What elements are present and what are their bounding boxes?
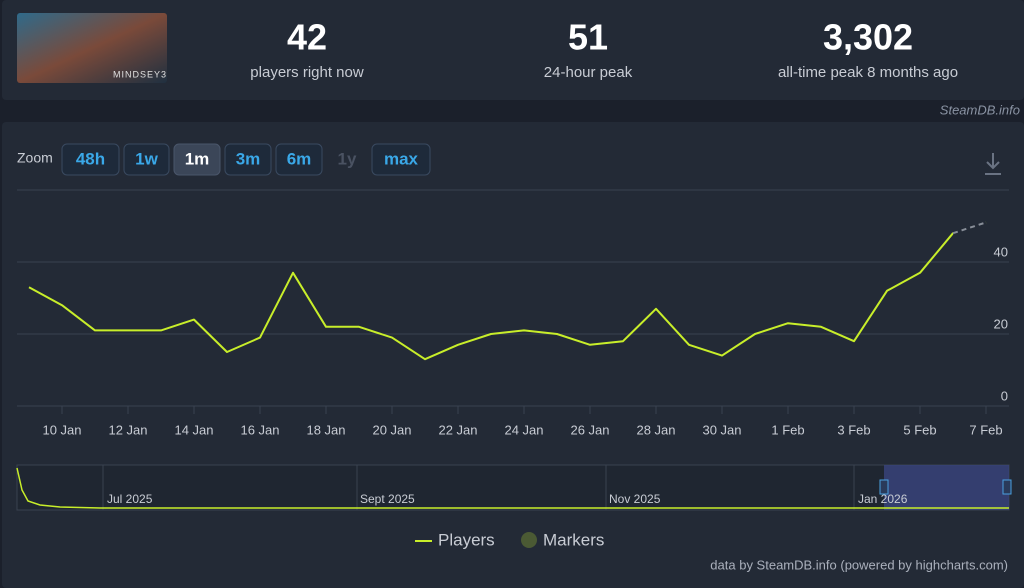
navigator-label: Jul 2025	[107, 492, 153, 506]
game-logo	[17, 13, 167, 83]
navigator-label: Sept 2025	[360, 492, 415, 506]
x-tick-label: 30 Jan	[702, 422, 741, 437]
y-tick-label: 40	[994, 244, 1008, 259]
zoom-button-label[interactable]: 6m	[287, 149, 312, 168]
stat-label: 24-hour peak	[544, 64, 633, 81]
x-tick-label: 18 Jan	[306, 422, 345, 437]
zoom-button[interactable]	[123, 143, 170, 176]
x-tick-label: 28 Jan	[636, 422, 675, 437]
logo-text: MINDSEY3	[113, 69, 167, 79]
navigator-handle[interactable]	[879, 479, 889, 495]
x-tick-label: 20 Jan	[372, 422, 411, 437]
zoom-button-label[interactable]: 1w	[135, 149, 158, 168]
zoom-button[interactable]	[61, 143, 120, 176]
x-tick-label: 16 Jan	[240, 422, 279, 437]
legend-label[interactable]: Players	[438, 530, 495, 549]
x-tick-label: 7 Feb	[969, 422, 1002, 437]
icon-stroke	[986, 161, 1000, 170]
zoom-button[interactable]	[275, 143, 323, 176]
zoom-button-label[interactable]: 48h	[76, 149, 105, 168]
zoom-button[interactable]	[224, 143, 272, 176]
stats-panel	[2, 0, 1024, 100]
stat-value: 51	[568, 17, 608, 58]
zoom-button[interactable]	[173, 143, 221, 176]
x-tick-label: 12 Jan	[108, 422, 147, 437]
navigator-label: Nov 2025	[609, 492, 661, 506]
legend-swatch	[521, 532, 537, 548]
download-icon[interactable]	[985, 153, 1001, 175]
zoom-button-label[interactable]: 1m	[185, 149, 210, 168]
x-tick-label: 26 Jan	[570, 422, 609, 437]
navigator-range[interactable]	[884, 465, 1009, 510]
navigator-label: Jan 2026	[858, 492, 908, 506]
stat-label: players right now	[250, 64, 364, 81]
stat-value: 3,302	[823, 17, 913, 58]
zoom-button[interactable]	[371, 143, 431, 176]
x-tick-label: 5 Feb	[903, 422, 936, 437]
x-tick-label: 1 Feb	[771, 422, 804, 437]
stat-label: all-time peak 8 months ago	[778, 64, 958, 81]
y-tick-label: 20	[994, 316, 1008, 331]
players-line	[28, 221, 987, 361]
credits[interactable]: data by SteamDB.info (powered by highcha…	[710, 557, 1008, 572]
zoom-button-label[interactable]: 3m	[236, 149, 261, 168]
x-tick-label: 3 Feb	[837, 422, 870, 437]
y-tick-label: 0	[1001, 388, 1008, 403]
zoom-label: Zoom	[17, 150, 53, 166]
x-tick-label: 10 Jan	[42, 422, 81, 437]
navigator-handle[interactable]	[1002, 479, 1012, 495]
chart-panel	[2, 122, 1024, 588]
source-link[interactable]: SteamDB.info	[940, 102, 1020, 117]
stat-value: 42	[287, 17, 327, 58]
zoom-button-label[interactable]: max	[384, 149, 419, 168]
x-tick-label: 24 Jan	[504, 422, 543, 437]
navigator-line	[16, 467, 1009, 509]
x-tick-label: 22 Jan	[438, 422, 477, 437]
legend-label[interactable]: Markers	[543, 530, 604, 549]
x-tick-label: 14 Jan	[174, 422, 213, 437]
zoom-buttons: 48h 1w 1m 3m 6m 1y max	[61, 143, 431, 176]
zoom-button-label: 1y	[338, 149, 357, 168]
partial-day-dash	[952, 221, 987, 235]
